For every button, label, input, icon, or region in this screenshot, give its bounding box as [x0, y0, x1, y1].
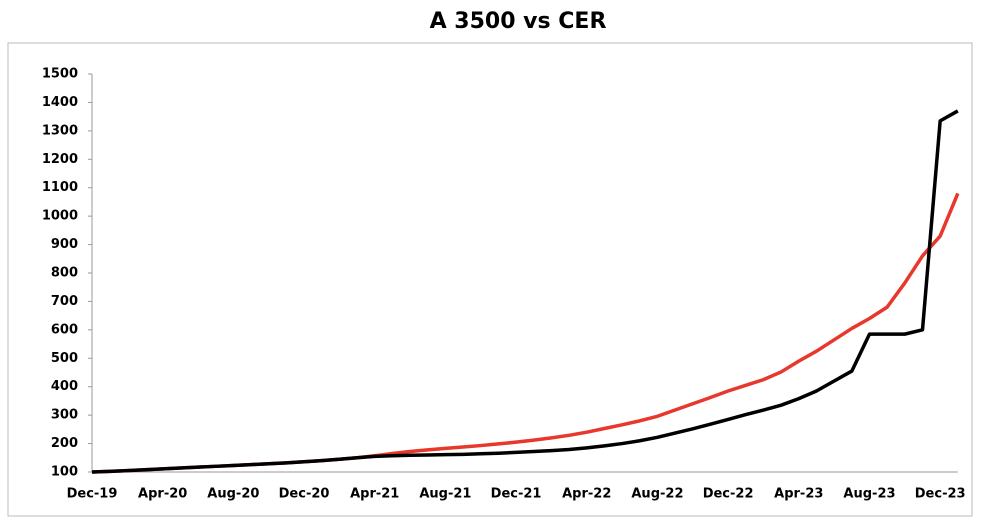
- y-tick-label: 600: [51, 322, 78, 337]
- x-tick-label: Dec-20: [279, 487, 330, 502]
- x-tick-label: Dec-22: [703, 487, 754, 502]
- y-tick-label: 1200: [42, 152, 78, 167]
- y-tick-label: 300: [51, 408, 78, 423]
- x-tick-label: Apr-21: [350, 487, 399, 502]
- x-tick-label: Dec-19: [67, 487, 118, 502]
- x-tick-label: Apr-22: [562, 487, 611, 502]
- y-tick-label: 1500: [42, 67, 78, 82]
- y-tick-label: 1400: [42, 95, 78, 110]
- y-tick-label: 400: [51, 379, 78, 394]
- x-tick-label: Dec-23: [915, 487, 966, 502]
- series-line: [91, 109, 959, 474]
- x-tick-label: Dec-21: [491, 487, 542, 502]
- y-tick-label: 100: [51, 465, 78, 480]
- x-tick-label: Aug-22: [631, 487, 683, 502]
- x-tick-label: Apr-23: [774, 487, 823, 502]
- y-tick-label: 200: [51, 436, 78, 451]
- chart-frame: [7, 42, 973, 517]
- chart-title: A 3500 vs CER: [430, 9, 607, 34]
- x-tick-label: Aug-23: [843, 487, 895, 502]
- x-tick-label: Aug-20: [207, 487, 259, 502]
- y-tick-label: 700: [51, 294, 78, 309]
- y-tick-label: 1100: [42, 180, 78, 195]
- y-tick-label: 800: [51, 266, 78, 281]
- y-tick-label: 900: [51, 237, 78, 252]
- y-tick-label: 500: [51, 351, 78, 366]
- x-tick-label: Apr-20: [138, 487, 187, 502]
- series-line: [91, 192, 960, 474]
- y-tick-label: 1000: [42, 209, 78, 224]
- y-tick-label: 1300: [42, 123, 78, 138]
- x-tick-label: Aug-21: [419, 487, 471, 502]
